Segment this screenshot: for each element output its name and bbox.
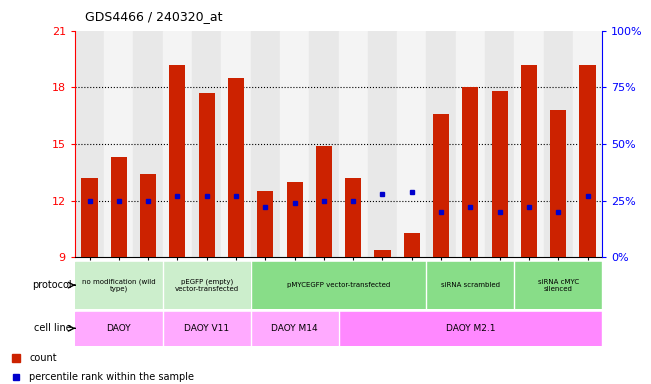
Text: siRNA cMYC
silenced: siRNA cMYC silenced [538,279,579,291]
Bar [485,31,514,257]
Bar [163,262,251,308]
Bar [345,178,361,257]
Bar [339,31,368,257]
Text: siRNA scrambled: siRNA scrambled [441,282,500,288]
Text: no modification (wild
type): no modification (wild type) [82,278,156,292]
Bar [280,31,309,257]
Bar [368,31,397,257]
Bar [492,91,508,257]
Bar [140,174,156,257]
Bar [133,31,163,257]
Bar [514,31,544,257]
Text: protocol: protocol [32,280,72,290]
Bar [397,31,426,257]
Bar [426,31,456,257]
Bar [251,312,339,345]
Bar [81,178,98,257]
Bar [544,31,573,257]
Bar [163,312,251,345]
Text: pMYCEGFP vector-transfected: pMYCEGFP vector-transfected [287,282,390,288]
Bar [163,31,192,257]
Bar [228,78,244,257]
Bar [316,146,332,257]
Text: pEGFP (empty)
vector-transfected: pEGFP (empty) vector-transfected [174,278,239,292]
Text: DAOY V11: DAOY V11 [184,324,229,333]
Bar [75,31,104,257]
Bar [251,262,426,308]
Text: GDS4466 / 240320_at: GDS4466 / 240320_at [85,10,222,23]
Text: count: count [29,353,57,363]
Bar [75,262,163,308]
Bar [286,182,303,257]
Text: DAOY M14: DAOY M14 [271,324,318,333]
Text: DAOY: DAOY [107,324,131,333]
Bar [75,312,163,345]
Bar [251,31,280,257]
Bar [339,312,602,345]
Text: DAOY M2.1: DAOY M2.1 [445,324,495,333]
Bar [456,31,485,257]
Bar [433,114,449,257]
Bar [257,191,273,257]
Bar [579,65,596,257]
Bar [374,250,391,257]
Bar [462,88,478,257]
Bar [514,262,602,308]
Bar [309,31,339,257]
Text: percentile rank within the sample: percentile rank within the sample [29,372,194,382]
Bar [221,31,251,257]
Bar [199,93,215,257]
Bar [404,233,420,257]
Bar [169,65,186,257]
Text: cell line: cell line [34,323,72,333]
Bar [111,157,127,257]
Bar [426,262,514,308]
Bar [573,31,602,257]
Bar [550,110,566,257]
Bar [521,65,537,257]
Bar [104,31,133,257]
Bar [192,31,221,257]
